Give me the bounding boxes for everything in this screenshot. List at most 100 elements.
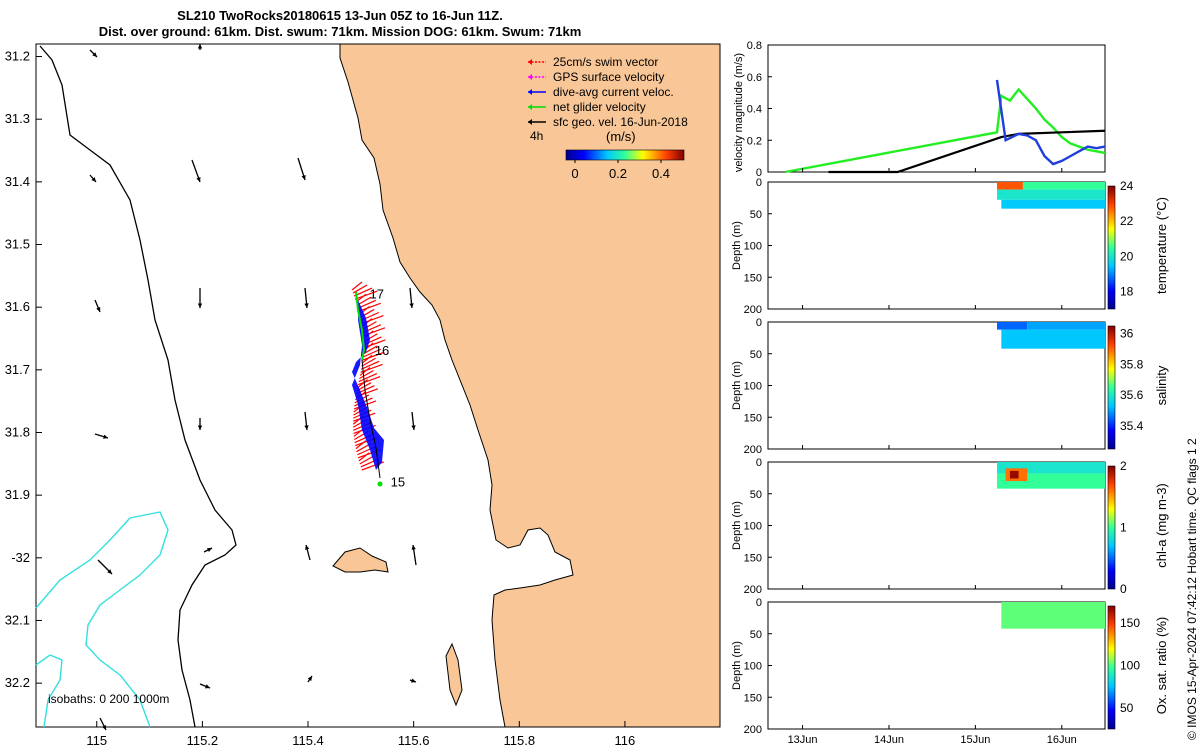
depth-tick-label: 50 xyxy=(750,349,762,361)
swim-vector xyxy=(357,379,368,389)
depth-section-panel: 0 50 100 150 200 Depth (m) 18 20 22 24 temperature… xyxy=(731,177,1169,316)
glider-track-map: 115 115.2 115.4 115.6 115.8 116 31.2 31.3 31.4 31… xyxy=(5,43,721,748)
depth-tick-label: 0 xyxy=(756,177,762,189)
net-velocity-track xyxy=(355,291,366,361)
section-axes xyxy=(767,181,1106,310)
depth-ylabel: Depth (m) xyxy=(731,641,743,690)
geo-arrow-head xyxy=(205,684,210,689)
colorbar-label: salinity xyxy=(1154,365,1169,405)
title-line-2: Dist. over ground: 61km. Dist. swum: 71k… xyxy=(98,24,582,39)
day-marker-label: 17 xyxy=(370,287,384,302)
y-tick-label: 32.1 xyxy=(5,612,30,627)
velocity-y-tick-label: 0.6 xyxy=(747,72,762,84)
depth-tick-label: 50 xyxy=(750,629,762,641)
velocity-ylabel: velocity magnitude (m/s) xyxy=(733,53,745,172)
depth-tick-label: 0 xyxy=(756,317,762,329)
x-tick-label: 116 xyxy=(615,733,636,748)
depth-tick-label: 100 xyxy=(744,661,762,673)
title-line-1: SL210 TwoRocks20180615 13-Jun 05Z to 16-… xyxy=(177,8,503,23)
section-cell xyxy=(1001,329,1105,349)
legend-label: sfc geo. vel. 16-Jun-2018 xyxy=(553,115,688,129)
swim-vector xyxy=(352,284,368,294)
section-colorbar xyxy=(1107,465,1116,590)
depth-tick-label: 100 xyxy=(744,381,762,393)
y-tick-label: 31.3 xyxy=(5,111,30,126)
time-tick-label: 14Jun xyxy=(874,734,904,746)
geo-arrow-head xyxy=(196,177,201,182)
swim-vector xyxy=(358,372,378,383)
section-axes xyxy=(767,321,1106,450)
legend-arrowhead xyxy=(528,74,532,80)
legend-arrowhead xyxy=(528,89,532,95)
y-tick-label: 31.5 xyxy=(5,237,30,252)
geo-arrow-head xyxy=(301,175,306,180)
velocity-y-tick-label: 0.2 xyxy=(747,135,762,147)
time-tick-label: 16Jun xyxy=(1047,734,1077,746)
colorbar-label: chl-a (mg m-3) xyxy=(1154,483,1169,568)
y-tick-label: 31.4 xyxy=(5,174,30,189)
depth-tick-label: 200 xyxy=(744,444,762,456)
colorbar-tick-label: 50 xyxy=(1120,701,1134,715)
swim-vector xyxy=(362,348,382,358)
y-tick-label: 31.8 xyxy=(5,424,30,439)
swim-vector xyxy=(360,363,383,373)
swim-vector xyxy=(361,357,376,367)
y-tick-label: 31.9 xyxy=(5,487,30,502)
depth-section-panel: 0 50 100 150 200 Depth (m) 50 100 150 Ox. sat. ra… xyxy=(731,597,1169,736)
legend-arrowhead xyxy=(528,59,532,65)
depth-section-panel: 0 50 100 150 200 Depth (m) 0 1 2 chl-a (mg m-3) xyxy=(731,457,1169,596)
depth-tick-label: 100 xyxy=(744,521,762,533)
colorbar-tick-label: 0.2 xyxy=(609,166,627,181)
geo-arrow-head xyxy=(103,434,108,439)
geo-arrow-head xyxy=(107,569,112,574)
colorbar-unit: (m/s) xyxy=(606,129,636,144)
colorbar-tick-label: 2 xyxy=(1120,459,1127,473)
land-mass xyxy=(339,43,721,728)
velocity-y-tick-label: 0.4 xyxy=(747,104,762,116)
geo-arrow-head xyxy=(91,177,96,182)
velocity-series-line xyxy=(785,87,1106,174)
y-tick-label: 31.7 xyxy=(5,362,30,377)
swim-vector xyxy=(362,345,378,355)
island-rottnest xyxy=(332,547,389,573)
geo-arrow-head xyxy=(304,425,309,430)
velocity-series-line xyxy=(828,129,1106,174)
island-garden xyxy=(445,642,463,707)
swim-vector xyxy=(355,440,367,450)
swim-vector xyxy=(359,369,374,379)
y-tick-label: 31.6 xyxy=(5,299,30,314)
geo-arrow-head xyxy=(411,678,416,683)
geo-arrow-head xyxy=(411,545,416,550)
colorbar-tick-label: 1 xyxy=(1120,521,1127,535)
glider-track-line xyxy=(361,359,381,479)
depth-tick-label: 150 xyxy=(744,412,762,424)
geo-arrow-head xyxy=(304,303,309,308)
velocity-y-tick-label: 0 xyxy=(756,167,762,179)
depth-tick-label: 50 xyxy=(750,209,762,221)
x-tick-label: 115.6 xyxy=(398,733,430,748)
isobath-line-2 xyxy=(35,654,63,728)
colorbar-tick-label: 0.4 xyxy=(652,166,670,181)
geo-arrow-head xyxy=(102,725,106,730)
depth-tick-label: 100 xyxy=(744,241,762,253)
isobaths-label: isobaths: 0 200 1000m xyxy=(48,692,169,706)
depth-ylabel: Depth (m) xyxy=(731,361,743,410)
start-marker xyxy=(377,481,383,487)
colorbar-tick-label: 35.8 xyxy=(1120,357,1144,371)
day-marker-label: 15 xyxy=(391,475,405,490)
colorbar-tick-label: 0 xyxy=(1120,582,1127,596)
section-colorbar xyxy=(1107,325,1116,450)
section-cell xyxy=(996,322,1028,330)
legend-label: GPS surface velocity xyxy=(553,70,664,84)
geo-arrow-head xyxy=(197,303,203,308)
colorbar-label: Ox. sat. ratio (%) xyxy=(1154,617,1169,715)
section-colorbar xyxy=(1107,605,1116,730)
colorbar-tick-label: 18 xyxy=(1120,284,1134,298)
swim-vector xyxy=(361,354,373,364)
swim-vector xyxy=(354,290,378,300)
geo-arrow-head xyxy=(92,52,97,57)
legend-label: dive-avg current veloc. xyxy=(553,85,674,99)
legend-label: net glider velocity xyxy=(553,100,646,114)
colorbar-tick-label: 35.6 xyxy=(1120,388,1144,402)
colorbar-label: temperature (°C) xyxy=(1154,197,1169,294)
